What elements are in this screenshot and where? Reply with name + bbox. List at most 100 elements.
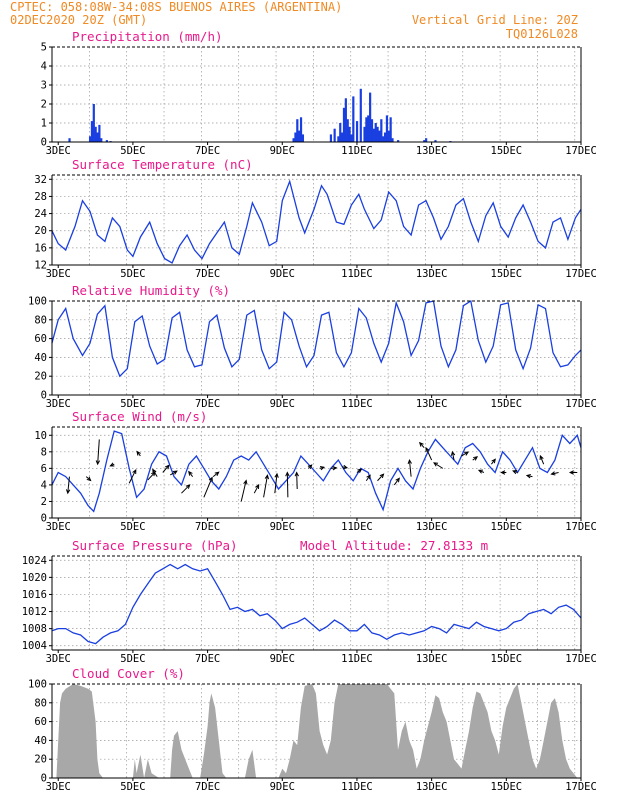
wind-arrow <box>393 478 400 486</box>
precip-y-tick-label: 0 <box>41 137 47 149</box>
wind-arrow-head <box>164 464 170 470</box>
precip-bar <box>425 138 428 142</box>
precip-bar <box>391 138 394 142</box>
header-grid-note: Vertical Grid Line: 20Z <box>412 13 578 27</box>
precip-y-tick-label: 4 <box>41 61 47 73</box>
pres-x-tick-label: 11DEC <box>341 653 373 665</box>
pres-model-altitude: Model Altitude: 27.8133 m <box>300 538 488 553</box>
wind-arrow <box>408 460 412 477</box>
temp-y-tick-label: 16 <box>34 242 47 254</box>
wind-arrow <box>212 471 220 478</box>
rh-y-tick-label: 20 <box>34 371 47 383</box>
wind-arrow-head <box>214 471 220 477</box>
rh-x-tick-label: 5DEC <box>120 398 145 410</box>
pres-x-tick-label: 13DEC <box>416 653 448 665</box>
wind-arrow <box>539 455 545 465</box>
precip-bar <box>292 138 295 142</box>
precip-title: Precipitation (mm/h) <box>72 29 223 44</box>
precip-bar <box>378 130 381 142</box>
wind-arrow-head <box>319 465 326 471</box>
rh-x-tick-label: 15DEC <box>491 398 523 410</box>
precip-bar <box>100 138 103 142</box>
wind-y-tick-label: 10 <box>34 430 47 442</box>
precip-bar <box>363 126 366 142</box>
wind-arrow-head <box>512 469 518 475</box>
wind-arrow <box>274 473 278 494</box>
wind-arrow-head <box>568 470 574 475</box>
precip-bar <box>344 98 347 142</box>
precip-bar <box>359 88 362 142</box>
precip-bar <box>301 134 305 142</box>
precip-x-tick-label: 3DEC <box>46 145 71 157</box>
temp-x-tick-label: 13DEC <box>416 268 448 280</box>
wind-arrow-head <box>136 450 141 456</box>
temp-x-tick-label: 17DEC <box>565 268 597 280</box>
precip-x-tick-label: 13DEC <box>416 145 448 157</box>
precip-y-tick-label: 5 <box>41 42 47 54</box>
precip-bar <box>337 136 340 142</box>
pres-x-tick-label: 9DEC <box>270 653 295 665</box>
precip-bar <box>355 121 359 142</box>
wind-arrow-head <box>433 462 439 467</box>
rh-x-tick-label: 3DEC <box>46 398 71 410</box>
wind-arrow-head <box>243 479 248 485</box>
temp-series-line <box>51 179 582 264</box>
wind-arrow-head <box>65 489 71 495</box>
wind-y-tick-label: 6 <box>41 463 47 475</box>
header-location: CPTEC: 058:08W-34:08S BUENOS AIRES (ARGE… <box>10 0 342 14</box>
wind-arrow <box>181 484 191 494</box>
wind-arrow-head <box>332 465 338 471</box>
rh-y-tick-label: 60 <box>34 333 47 345</box>
pres-x-tick-label: 5DEC <box>120 653 145 665</box>
wind-arrow-head <box>539 454 544 461</box>
precip-bar <box>350 134 353 142</box>
wind-title: Surface Wind (m/s) <box>72 409 207 424</box>
rh-x-tick-label: 13DEC <box>416 398 448 410</box>
precip-bar <box>339 123 342 142</box>
temp-x-tick-label: 11DEC <box>341 268 373 280</box>
wind-arrow-head <box>473 456 479 461</box>
wind-arrow-head <box>550 471 556 476</box>
rh-x-tick-label: 11DEC <box>341 398 373 410</box>
pres-series-line <box>51 563 582 645</box>
cloud-x-tick-label: 5DEC <box>120 781 145 793</box>
cloud-x-tick-label: 11DEC <box>341 781 373 793</box>
pres-y-tick-label: 1004 <box>22 640 47 652</box>
wind-arrow-head <box>86 476 92 482</box>
precip-bar <box>367 115 370 142</box>
wind-arrow-head <box>525 474 531 479</box>
wind-arrow <box>253 484 260 494</box>
wind-arrow-head <box>152 468 157 474</box>
wind-arrow-head <box>342 464 349 470</box>
precip-x-tick-label: 9DEC <box>270 145 295 157</box>
wind-arrow-head <box>379 473 385 479</box>
wind-arrow <box>425 447 433 461</box>
wind-arrow <box>128 469 137 484</box>
temp-x-tick-label: 7DEC <box>195 268 220 280</box>
temp-y-tick-label: 28 <box>34 191 47 203</box>
wind-arrow-head <box>274 472 279 478</box>
pres-y-tick-label: 1024 <box>22 555 47 567</box>
rh-series-line <box>51 299 582 378</box>
precip-bar <box>294 132 297 142</box>
pres-x-tick-label: 17DEC <box>565 653 597 665</box>
wind-arrow <box>286 472 289 498</box>
wind-arrow <box>203 477 213 498</box>
precip-bar <box>342 107 346 142</box>
wind-x-tick-label: 13DEC <box>416 521 448 533</box>
precip-bar <box>90 121 94 142</box>
wind-x-tick-label: 15DEC <box>491 521 523 533</box>
rh-panel: Relative Humidity (%) 0 20 40 60 80 100 3DEC 5DE… <box>28 283 597 410</box>
cloud-x-tick-label: 17DEC <box>565 781 597 793</box>
wind-arrow <box>451 451 455 461</box>
cloud-cover-area <box>51 684 582 778</box>
wind-arrow <box>551 472 559 475</box>
wind-panel: Surface Wind (m/s) 0 2 4 6 8 10 3DEC 5DEC 7DEC 9DE… <box>34 409 596 533</box>
wind-y-tick-label: 2 <box>41 496 47 508</box>
precip-bar <box>423 140 426 142</box>
precip-bar <box>105 140 108 142</box>
wind-x-tick-label: 7DEC <box>195 521 220 533</box>
precip-bar <box>329 134 333 142</box>
wind-arrow-head <box>419 441 424 447</box>
